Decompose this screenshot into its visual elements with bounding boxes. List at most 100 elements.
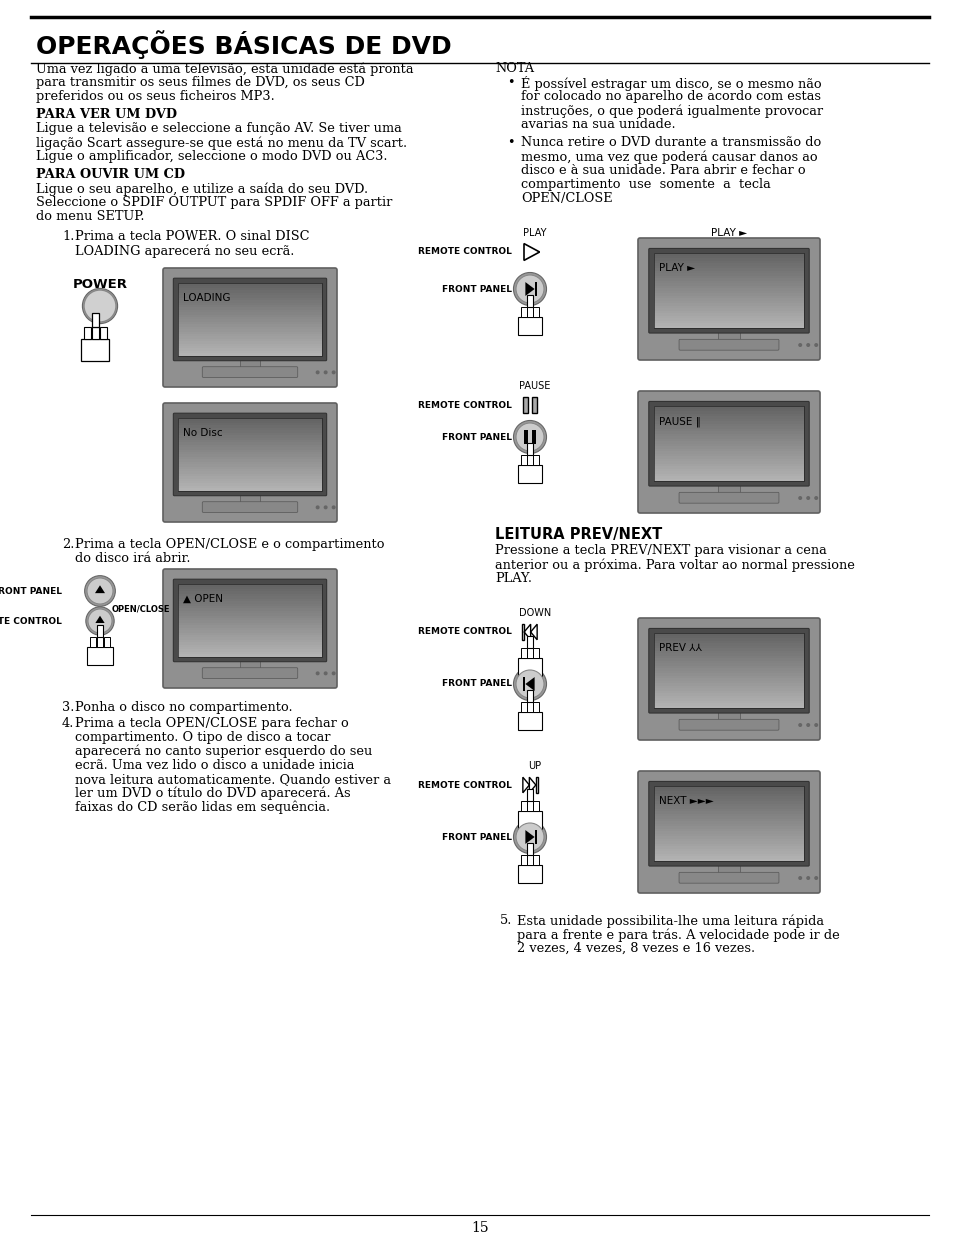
Bar: [179, 468, 322, 471]
Text: compartimento. O tipo de disco a tocar: compartimento. O tipo de disco a tocar: [75, 731, 330, 743]
Bar: [179, 425, 322, 427]
Bar: [524, 430, 528, 444]
Bar: [654, 478, 804, 481]
FancyBboxPatch shape: [638, 392, 820, 513]
Bar: [179, 338, 322, 341]
Bar: [654, 633, 804, 707]
Bar: [654, 788, 804, 792]
Text: 2 vezes, 4 vezes, 8 vezes e 16 vezes.: 2 vezes, 4 vezes, 8 vezes e 16 vezes.: [517, 942, 756, 955]
Bar: [179, 593, 322, 596]
Bar: [654, 846, 804, 849]
FancyBboxPatch shape: [163, 569, 337, 688]
Bar: [179, 620, 322, 623]
Bar: [654, 320, 804, 323]
Bar: [527, 843, 533, 855]
Bar: [179, 627, 322, 631]
Bar: [518, 317, 542, 335]
Bar: [654, 795, 804, 799]
Bar: [91, 313, 99, 327]
Bar: [535, 282, 537, 296]
Bar: [179, 613, 322, 616]
Bar: [654, 444, 804, 446]
Bar: [179, 447, 322, 450]
Bar: [179, 290, 322, 292]
Bar: [100, 327, 107, 339]
Bar: [654, 439, 804, 441]
Text: REMOTE CONTROL: REMOTE CONTROL: [419, 781, 512, 789]
Bar: [518, 812, 542, 829]
Text: para transmitir os seus filmes de DVD, os seus CD: para transmitir os seus filmes de DVD, o…: [36, 76, 365, 89]
Text: Nunca retire o DVD durante a transmissão do: Nunca retire o DVD durante a transmissão…: [521, 136, 821, 149]
Bar: [654, 859, 804, 861]
FancyBboxPatch shape: [163, 403, 337, 522]
Bar: [179, 312, 322, 315]
Bar: [654, 295, 804, 299]
Bar: [654, 688, 804, 690]
Circle shape: [316, 672, 320, 675]
FancyBboxPatch shape: [679, 872, 779, 883]
Circle shape: [324, 672, 327, 675]
Circle shape: [516, 823, 544, 851]
Bar: [654, 292, 804, 296]
Bar: [179, 622, 322, 626]
Bar: [654, 312, 804, 316]
Bar: [533, 307, 539, 317]
Bar: [654, 451, 804, 453]
Bar: [179, 466, 322, 468]
Bar: [654, 300, 804, 304]
Bar: [179, 302, 322, 305]
Bar: [654, 675, 804, 678]
Bar: [87, 647, 113, 665]
Bar: [179, 458, 322, 462]
Bar: [654, 446, 804, 449]
Text: NEXT ►►►: NEXT ►►►: [659, 797, 713, 807]
Bar: [654, 322, 804, 326]
Bar: [654, 263, 804, 266]
Text: FRONT PANEL: FRONT PANEL: [442, 285, 512, 294]
Bar: [179, 451, 322, 455]
Bar: [654, 660, 804, 663]
Bar: [533, 855, 539, 865]
Polygon shape: [95, 616, 105, 623]
Text: 5.: 5.: [500, 914, 513, 927]
Bar: [179, 419, 322, 491]
Bar: [654, 273, 804, 276]
Circle shape: [798, 724, 803, 727]
Bar: [654, 409, 804, 411]
Text: do menu SETUP.: do menu SETUP.: [36, 209, 145, 223]
Bar: [179, 586, 322, 589]
Circle shape: [514, 668, 546, 700]
Bar: [179, 292, 322, 295]
Text: Ligue a televisão e seleccione a função AV. Se tiver uma: Ligue a televisão e seleccione a função …: [36, 121, 401, 135]
FancyBboxPatch shape: [163, 268, 337, 387]
FancyBboxPatch shape: [638, 238, 820, 361]
Bar: [654, 466, 804, 468]
Bar: [179, 297, 322, 300]
Bar: [97, 637, 103, 647]
Bar: [521, 307, 527, 317]
Bar: [654, 258, 804, 261]
Bar: [527, 444, 533, 455]
Bar: [536, 777, 539, 793]
Bar: [527, 855, 533, 865]
Bar: [179, 481, 322, 483]
Bar: [179, 285, 322, 287]
Text: ler um DVD o título do DVD aparecerá. As: ler um DVD o título do DVD aparecerá. As: [75, 787, 350, 800]
Bar: [654, 419, 804, 421]
Bar: [654, 307, 804, 311]
Bar: [654, 473, 804, 476]
Bar: [523, 398, 528, 413]
Text: No Disc: No Disc: [183, 429, 223, 439]
Bar: [654, 854, 804, 856]
Bar: [179, 585, 322, 657]
Bar: [527, 690, 533, 703]
Bar: [654, 835, 804, 839]
Text: PARA OUVIR UM CD: PARA OUVIR UM CD: [36, 169, 185, 181]
Text: •: •: [507, 136, 515, 149]
Text: REMOTE CONTROL: REMOTE CONTROL: [419, 627, 512, 637]
Text: FRONT PANEL: FRONT PANEL: [442, 432, 512, 441]
Bar: [179, 615, 322, 618]
Bar: [527, 295, 533, 307]
Bar: [179, 463, 322, 467]
Bar: [654, 815, 804, 819]
